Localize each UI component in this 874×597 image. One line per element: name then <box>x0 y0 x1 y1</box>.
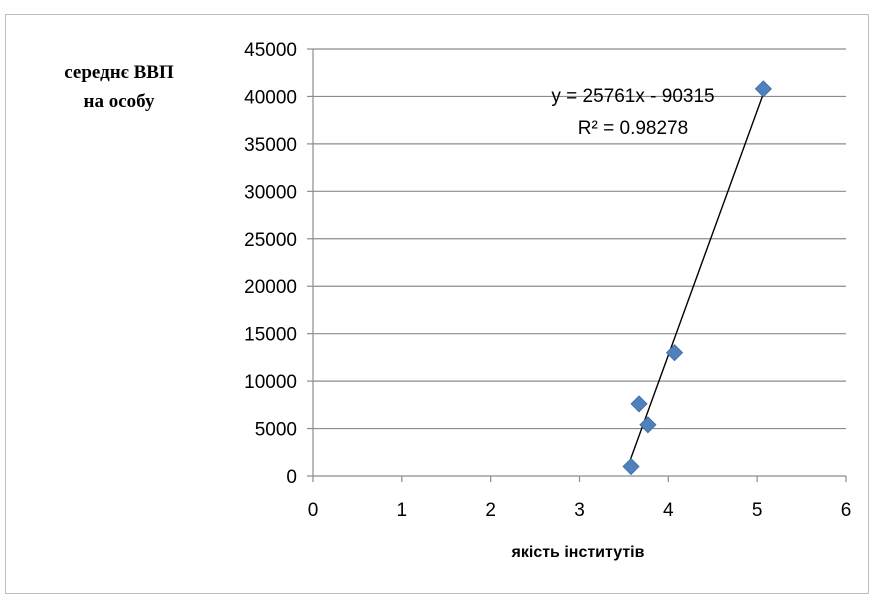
y-tick-label: 0 <box>286 467 297 488</box>
data-point-3 <box>639 416 657 434</box>
x-tick-label: 4 <box>663 500 674 521</box>
chart-frame <box>5 14 869 594</box>
y-tick-labels: 0 5000 10000 15000 20000 25000 30000 35000 40000… <box>244 40 297 488</box>
x-tick-label: 1 <box>397 500 408 521</box>
data-point-2 <box>630 395 648 413</box>
y-tick-label: 20000 <box>244 277 297 298</box>
y-tick-label: 15000 <box>244 325 297 346</box>
y-tick-label: 5000 <box>255 420 297 441</box>
y-tick-label: 40000 <box>244 87 297 108</box>
gridlines <box>313 48 846 430</box>
y-tick-label: 25000 <box>244 230 297 251</box>
trendline <box>626 90 765 468</box>
x-tick-labels: 0 1 2 3 4 5 6 <box>308 500 852 521</box>
data-points <box>622 80 772 476</box>
x-tick-label: 6 <box>841 500 852 521</box>
data-point-1 <box>622 457 640 476</box>
data-point-5 <box>754 80 772 98</box>
x-tick-label: 3 <box>574 500 585 521</box>
x-tick-label: 2 <box>485 500 496 521</box>
r-squared-label: R² = 0.98278 <box>578 118 688 139</box>
x-axis-label: якість інститутів <box>511 544 645 561</box>
x-tick-label: 5 <box>752 500 763 521</box>
y-tick-label: 35000 <box>244 135 297 156</box>
y-axis-label-line-2: на особу <box>84 91 155 112</box>
x-tick-label: 0 <box>308 500 319 521</box>
y-tick-label: 30000 <box>244 182 297 203</box>
trendline-group <box>626 90 765 468</box>
axes <box>307 48 847 482</box>
data-point-4 <box>665 344 684 362</box>
y-tick-label: 45000 <box>244 40 297 61</box>
y-tick-label: 10000 <box>244 372 297 393</box>
trendline-equation: y = 25761x - 90315 <box>551 86 714 107</box>
y-axis-label-line-1: середнє ВВП <box>64 62 174 83</box>
